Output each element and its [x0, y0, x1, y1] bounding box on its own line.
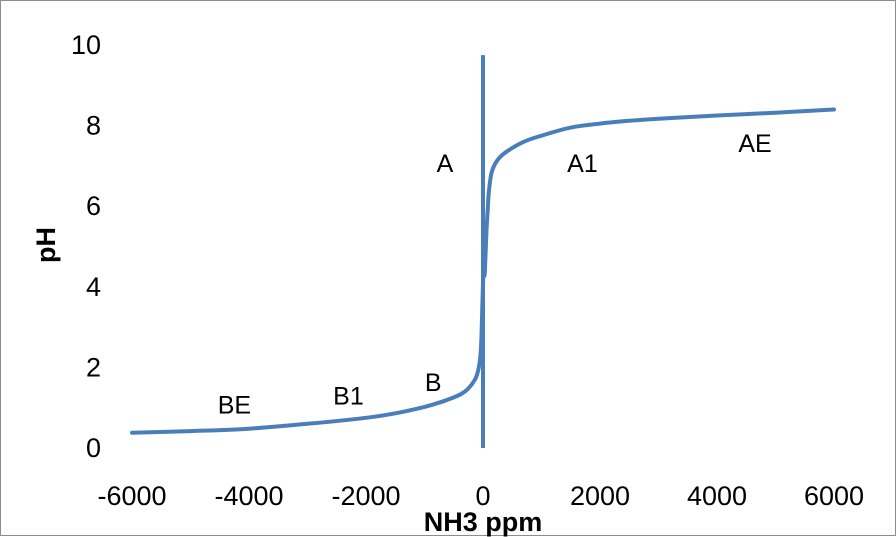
- annotation-label-b: B: [425, 369, 442, 397]
- x-tick-label: -4000: [214, 481, 283, 511]
- y-tick-labels: 0 2 4 6 8 10: [71, 30, 101, 463]
- y-tick-label: 8: [86, 111, 101, 141]
- x-tick-label: -2000: [331, 481, 400, 511]
- y-tick-label: 10: [71, 30, 101, 60]
- annotation-label-be: BE: [218, 391, 251, 419]
- y-tick-label: 2: [86, 352, 101, 382]
- annotations: A A1 AE B B1 BE: [218, 130, 772, 420]
- x-tick-label: 2000: [570, 481, 630, 511]
- x-axis-title: NH3 ppm: [424, 507, 543, 537]
- x-tick-label: 0: [475, 481, 490, 511]
- plot-area: [130, 55, 836, 448]
- y-axis-title: pH: [31, 227, 61, 263]
- x-tick-label: 4000: [687, 481, 747, 511]
- y-tick-label: 4: [86, 272, 101, 302]
- annotation-label-a: A: [437, 150, 454, 178]
- annotation-label-b1: B1: [333, 382, 364, 410]
- annotation-label-ae: AE: [738, 130, 771, 158]
- y-tick-label: 0: [86, 433, 101, 463]
- x-tick-labels: -6000 -4000 -2000 0 2000 4000 6000: [97, 481, 864, 511]
- x-tick-label: -6000: [97, 481, 166, 511]
- annotation-label-a1: A1: [567, 150, 598, 178]
- x-tick-label: 6000: [804, 481, 864, 511]
- series-line: [130, 107, 836, 435]
- y-tick-label: 6: [86, 191, 101, 221]
